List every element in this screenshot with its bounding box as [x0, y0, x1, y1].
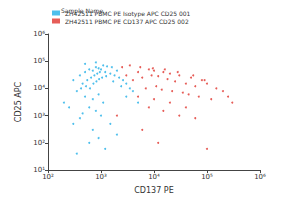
svg-text:10²: 10² — [33, 139, 45, 147]
svg-text:10³: 10³ — [33, 112, 45, 120]
svg-text:CD137 PE: CD137 PE — [134, 186, 173, 195]
svg-text:10¹: 10¹ — [33, 166, 45, 174]
svg-text:Sample Name: Sample Name — [61, 7, 103, 15]
svg-text:CD25 APC: CD25 APC — [14, 81, 23, 122]
svg-text:10⁶: 10⁶ — [33, 30, 45, 38]
svg-text:10⁴: 10⁴ — [148, 173, 160, 181]
svg-text:10²: 10² — [42, 173, 54, 181]
svg-text:10⁵: 10⁵ — [201, 173, 213, 181]
svg-text:10⁶: 10⁶ — [254, 173, 266, 181]
svg-text:ZH42511 PBMC PE Isotype APC CD: ZH42511 PBMC PE Isotype APC CD25 001 — [65, 9, 191, 17]
svg-text:10⁴: 10⁴ — [33, 84, 45, 92]
svg-text:10⁵: 10⁵ — [33, 57, 45, 65]
svg-text:10³: 10³ — [95, 173, 107, 181]
svg-text:ZH42511 PBMC PE CD137 APC CD25: ZH42511 PBMC PE CD137 APC CD25 002 — [65, 18, 189, 25]
